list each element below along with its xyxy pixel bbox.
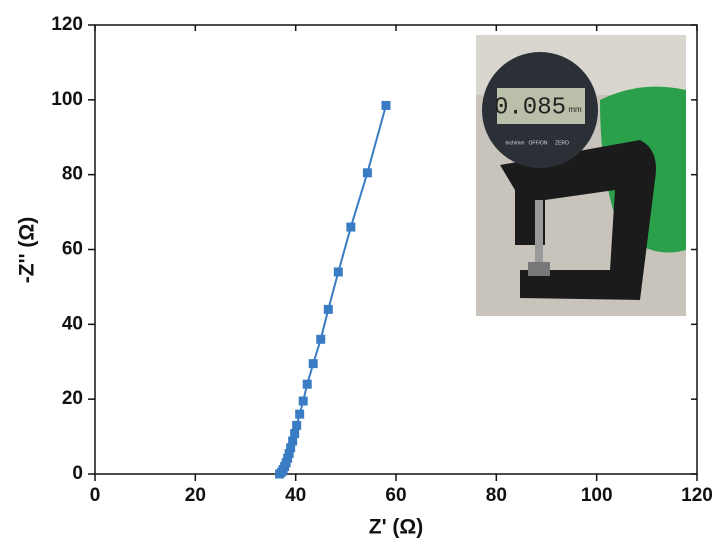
data-point bbox=[284, 448, 294, 458]
y-tick-label: 100 bbox=[51, 89, 83, 110]
gauge-button: Inch/mm bbox=[505, 140, 524, 146]
data-point bbox=[292, 420, 302, 430]
data-point bbox=[362, 168, 372, 178]
data-point bbox=[333, 267, 343, 277]
data-point bbox=[286, 443, 296, 453]
x-tick-label: 80 bbox=[486, 485, 507, 506]
display-unit: mm bbox=[568, 105, 582, 114]
spindle bbox=[535, 200, 543, 268]
gauge-display bbox=[497, 88, 585, 124]
data-point bbox=[302, 379, 312, 389]
data-point bbox=[323, 304, 333, 314]
gauge-button: ZERO bbox=[555, 140, 569, 146]
x-tick-label: 20 bbox=[185, 485, 206, 506]
gauge-button: OFF/ON bbox=[529, 140, 548, 146]
y-tick-label: 80 bbox=[62, 164, 83, 185]
x-tick-label: 60 bbox=[385, 485, 406, 506]
gauge-frame bbox=[500, 140, 656, 300]
x-tick-label: 100 bbox=[581, 485, 613, 506]
inset-photo: 0.085 mm Inch/mm OFF/ON ZERO bbox=[476, 35, 686, 316]
data-point bbox=[381, 100, 391, 110]
anvil bbox=[528, 262, 550, 276]
x-axis-label: Z' (Ω) bbox=[369, 516, 423, 539]
data-point bbox=[295, 409, 305, 419]
data-point bbox=[288, 436, 298, 446]
y-tick-label: 120 bbox=[51, 14, 83, 35]
data-point bbox=[298, 396, 308, 406]
x-tick-label: 40 bbox=[285, 485, 306, 506]
x-tick-label: 120 bbox=[681, 485, 713, 506]
display-reading: 0.085 bbox=[494, 94, 566, 121]
y-axis-label: -Z'' (Ω) bbox=[16, 217, 39, 283]
data-point bbox=[316, 334, 326, 344]
y-tick-label: 40 bbox=[62, 313, 83, 334]
data-point bbox=[308, 359, 318, 369]
data-point bbox=[283, 453, 293, 463]
y-tick-label: 0 bbox=[72, 463, 83, 484]
x-tick-label: 0 bbox=[90, 485, 101, 506]
y-tick-label: 60 bbox=[62, 239, 83, 260]
y-tick-label: 20 bbox=[62, 388, 83, 409]
data-line bbox=[278, 105, 387, 475]
data-point bbox=[290, 429, 300, 439]
data-point bbox=[346, 222, 356, 232]
